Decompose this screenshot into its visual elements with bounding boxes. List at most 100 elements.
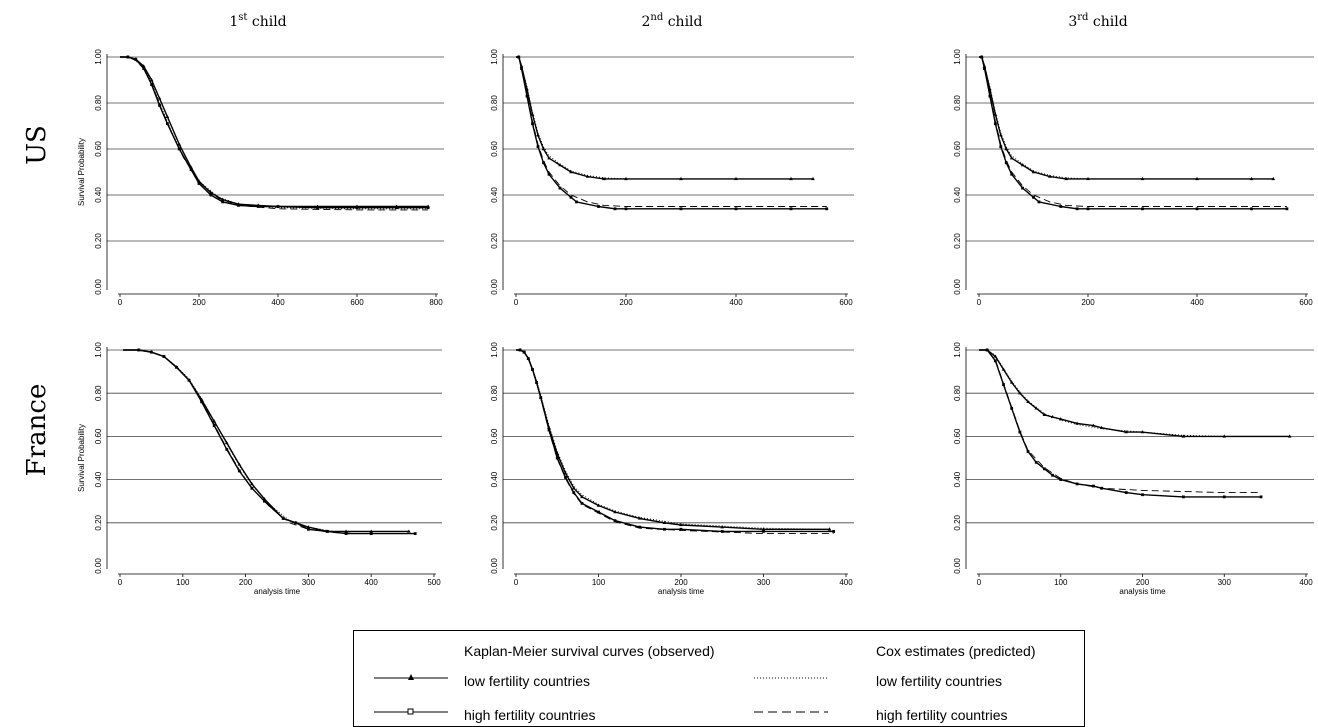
row-title-france: France [22,384,52,477]
censor-marker [522,350,526,354]
x-tick-label: 300 [757,578,771,587]
x-tick-label: 0 [118,578,123,587]
x-tick-label: 0 [514,578,519,587]
censor-marker [613,207,617,211]
censor-marker [1034,460,1038,464]
censor-marker [571,486,576,490]
x-tick-label: 300 [1218,578,1232,587]
y-tick-label: 0.80 [94,95,103,111]
legend-km-high-sample [374,708,448,715]
censor-marker [407,529,411,533]
x-tick-label: 200 [239,578,253,587]
legend-cox-low-label: low fertility countries [876,673,1003,689]
y-axis-label: Survival Probability [77,138,86,206]
censor-marker [1059,205,1063,208]
x-axis-label: analysis time [658,587,705,596]
censor-marker [585,174,590,178]
censor-marker [569,170,573,174]
censor-marker [316,206,319,210]
censor-marker [993,122,997,126]
y-tick-label: 1.00 [490,342,499,358]
censor-marker [263,499,266,503]
censor-marker [679,207,683,211]
censor-marker [1141,207,1144,211]
censor-marker [1021,186,1024,190]
series-line-4 [123,349,416,535]
censor-marker [1004,147,1009,151]
censor-marker [1042,412,1047,416]
censor-marker [1064,176,1068,181]
column-title-1: 1st child [229,12,286,30]
censor-marker [355,206,359,210]
series-line-2 [516,349,834,533]
censor-marker [597,205,600,208]
censor-marker [1009,380,1014,384]
series-line-1 [120,56,429,208]
y-tick-label: 1.00 [953,342,962,358]
censor-marker [1092,484,1095,488]
censor-marker [575,200,578,204]
series-line-3 [979,56,1274,180]
y-tick-label: 1.00 [490,49,499,65]
y-tick-label: 0.80 [953,95,962,111]
censor-marker [165,114,170,118]
censor-marker [250,481,254,486]
censor-marker [187,378,191,382]
censor-marker [395,206,398,210]
y-tick-label: 0.00 [953,279,962,295]
censor-marker [542,161,545,165]
legend: Kaplan-Meier survival curves (observed) … [353,630,1085,727]
y-tick-label: 0.20 [490,514,499,530]
censor-marker [999,133,1003,137]
censor-marker [637,516,642,520]
censor-marker [602,176,606,181]
censor-marker [1099,425,1104,429]
x-tick-label: 0 [118,298,123,307]
censor-marker [720,530,724,533]
censor-marker [212,419,216,423]
y-tick-label: 1.00 [953,49,962,65]
series-line-4 [979,349,1261,494]
series-line-4 [979,56,1287,207]
panel-3: 0.00 0.20 0.40 0.60 0.80 1.00 0 200 400 600 [953,49,1314,307]
x-tick-label: 400 [365,578,379,587]
censor-marker [720,525,725,529]
censor-marker [200,400,204,404]
y-tick-label: 0.00 [94,279,103,295]
censor-marker [126,55,130,59]
censor-marker [1034,406,1039,410]
series-line-3 [516,349,830,530]
panel-4: 0.00 0.20 0.40 0.60 0.80 1.00 0 100 200 300 400 500… [77,342,442,596]
censor-marker [1285,207,1289,211]
x-tick-label: 0 [514,298,519,307]
series-line-1 [516,349,830,530]
x-tick-label: 800 [429,298,443,307]
y-tick-label: 0.00 [94,558,103,574]
x-tick-label: 100 [592,578,606,587]
censor-marker [762,530,765,533]
censor-marker [988,94,992,98]
y-tick-label: 0.60 [94,428,103,444]
censor-marker [547,156,551,160]
censor-marker [344,532,348,535]
series-line-1 [516,56,813,180]
censor-marker [558,186,562,190]
y-tick-label: 0.00 [953,558,962,574]
x-axis-label: analysis time [254,587,301,596]
censor-marker [613,519,617,523]
x-tick-label: 400 [1190,298,1204,307]
censor-marker [1009,156,1014,160]
censor-marker [1059,478,1063,481]
y-tick-label: 0.20 [94,514,103,530]
y-tick-label: 0.20 [953,233,962,249]
censor-marker [1043,467,1046,471]
censor-marker [220,197,225,201]
series-line-3 [516,56,813,180]
censor-marker [212,424,216,427]
x-tick-label: 400 [271,298,285,307]
censor-marker [1141,493,1144,497]
censor-marker [525,94,529,98]
censor-marker [734,207,738,211]
series-line-3 [123,349,409,532]
censor-marker [547,172,551,176]
